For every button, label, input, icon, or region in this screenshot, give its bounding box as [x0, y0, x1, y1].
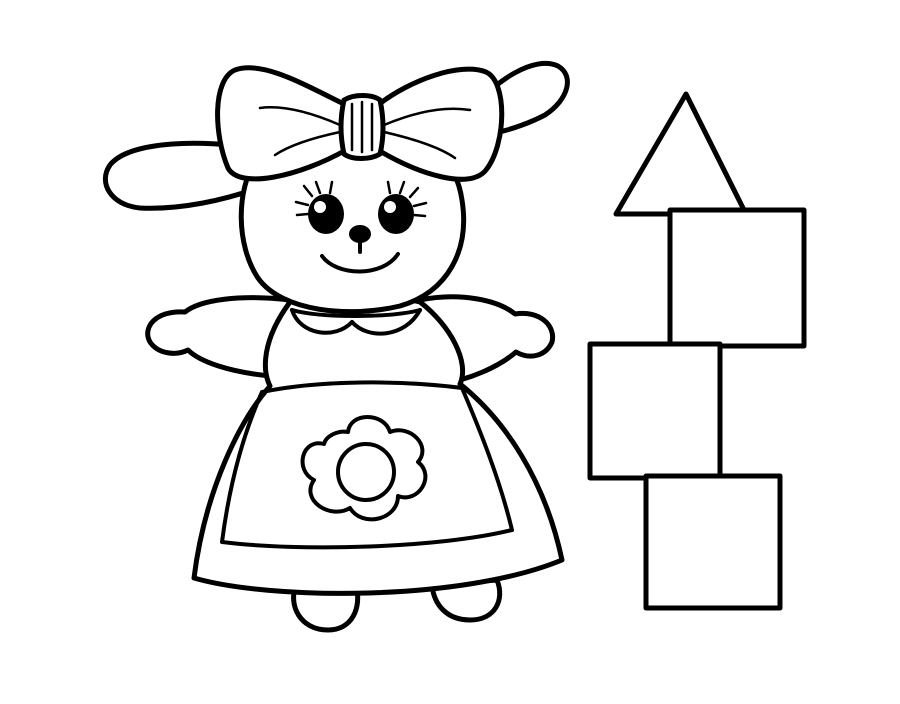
left-eye — [294, 180, 344, 234]
bunny-smile — [320, 252, 400, 274]
flower-petals — [300, 415, 428, 522]
hair-bow — [215, 65, 505, 182]
tower-square-block-bottom — [643, 473, 783, 611]
dress-collar — [290, 308, 422, 336]
tower-triangle-block — [613, 91, 749, 217]
bunny-doll — [102, 60, 570, 633]
left-ear — [102, 140, 261, 211]
tower-square-block-top — [667, 207, 807, 349]
left-foot — [291, 582, 361, 633]
apron-flower — [300, 415, 428, 522]
right-foot — [429, 577, 503, 623]
right-eye — [378, 180, 428, 234]
apron — [220, 380, 514, 550]
bunny-nose — [349, 225, 371, 243]
dress — [191, 292, 565, 596]
left-arm — [145, 295, 293, 379]
bow-right-loop — [375, 66, 505, 182]
bunny-face — [294, 180, 428, 274]
bow-left-loop — [215, 65, 349, 182]
flower-center — [336, 442, 396, 502]
tower-square-block-middle — [587, 341, 723, 481]
block-tower — [587, 91, 807, 611]
bunny-feet — [291, 577, 503, 633]
